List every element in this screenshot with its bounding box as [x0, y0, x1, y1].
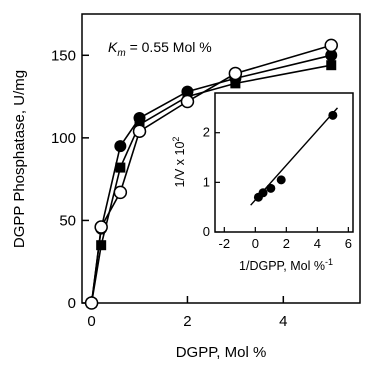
- inset-data-point: [328, 110, 338, 120]
- inset-x-label-sup: -1: [325, 257, 333, 267]
- data-point-open-circle: [324, 38, 338, 53]
- data-point-open-circle: [113, 185, 128, 200]
- inset-y-tick-label: 1: [203, 174, 210, 189]
- data-point-open-circle: [94, 220, 108, 234]
- inset-y-label-text: 1/V x 10: [173, 142, 187, 188]
- inset-x-axis-label: 1/DGPP, Mol %-1: [239, 257, 333, 273]
- km-symbol: K: [108, 39, 118, 55]
- inset-y-tick-label: 2: [203, 125, 210, 140]
- data-point-square: [115, 162, 126, 173]
- inset-x-tick-label: 4: [314, 236, 321, 251]
- data-point-filled-circle: [114, 140, 127, 153]
- y-tick-label: 50: [59, 212, 76, 229]
- x-tick-label: 4: [279, 313, 287, 330]
- inset-x-tick-label: 2: [283, 236, 290, 251]
- y-tick-label: 100: [51, 130, 76, 147]
- inset-frame: [214, 92, 354, 233]
- inset-plot: -2 0 2 4 6 0 1 2: [203, 107, 352, 251]
- inset-x-tick-label: 0: [252, 236, 259, 251]
- data-point-open-circle: [132, 124, 147, 139]
- inset-y-axis-label: 1/V x 102: [171, 137, 187, 188]
- data-point-filled-circle: [325, 49, 338, 62]
- data-point-filled-circle: [181, 85, 194, 98]
- data-point-square: [326, 60, 337, 71]
- inset-y-label-sup: 2: [171, 137, 181, 142]
- x-tick-label: 0: [87, 313, 95, 330]
- data-point-square: [96, 240, 107, 251]
- main-plot-frame: [81, 13, 361, 304]
- km-subscript: m: [117, 48, 125, 59]
- data-point-open-circle: [228, 66, 243, 81]
- inset-data-point: [276, 175, 286, 185]
- y-tick-label: 150: [51, 47, 76, 64]
- inset-x-tick-label: 6: [345, 236, 352, 251]
- x-axis-label: DGPP, Mol %: [176, 344, 267, 361]
- inset-x-tick-label: -2: [219, 236, 231, 251]
- x-tick-label: 2: [183, 313, 191, 330]
- km-value: = 0.55 Mol %: [126, 39, 212, 55]
- km-annotation: Km = 0.55 Mol %: [108, 39, 212, 59]
- inset-x-label-text: 1/DGPP, Mol %: [239, 259, 325, 273]
- inset-y-tick-label: 0: [203, 224, 210, 239]
- inset-data-point: [266, 183, 276, 193]
- inset-data-point: [258, 188, 268, 198]
- data-point-open-circle: [180, 94, 195, 109]
- y-axis-label: DGPP Phosphatase, U/mg: [11, 70, 28, 248]
- data-point-open-circle: [84, 296, 99, 310]
- y-tick-label: 0: [68, 295, 76, 312]
- data-point-filled-circle: [133, 112, 146, 125]
